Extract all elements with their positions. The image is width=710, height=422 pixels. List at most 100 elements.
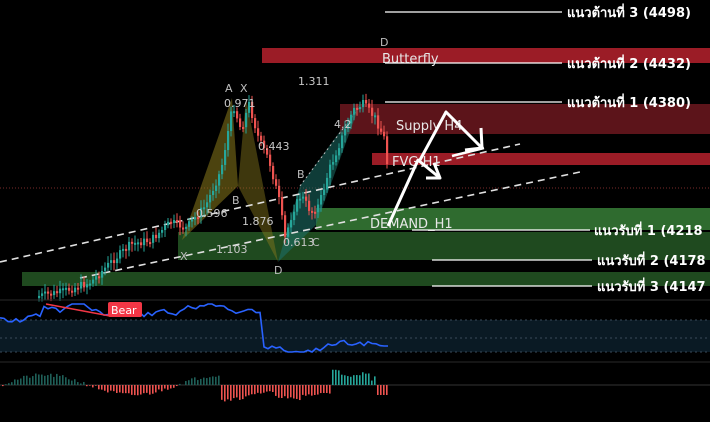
candle[interactable] (83, 281, 86, 288)
candle[interactable] (167, 221, 170, 226)
candle[interactable] (248, 101, 251, 113)
candle[interactable] (344, 128, 347, 136)
candle[interactable] (323, 189, 326, 195)
candle[interactable] (341, 135, 344, 149)
candle[interactable] (257, 128, 260, 136)
candle[interactable] (47, 291, 50, 294)
candle[interactable] (179, 220, 182, 228)
candle[interactable] (137, 242, 140, 245)
supply-h4-zone[interactable] (340, 104, 710, 134)
candle[interactable] (239, 118, 242, 127)
candle[interactable] (110, 260, 113, 263)
candle[interactable] (89, 283, 92, 286)
candle[interactable] (92, 279, 95, 284)
candle[interactable] (146, 238, 149, 243)
candle[interactable] (377, 115, 380, 129)
candle[interactable] (86, 284, 89, 288)
candle[interactable] (131, 241, 134, 244)
candle[interactable] (227, 131, 230, 151)
candle[interactable] (155, 234, 158, 239)
candle[interactable] (149, 242, 152, 245)
candle[interactable] (176, 220, 179, 223)
candle[interactable] (215, 185, 218, 191)
candle[interactable] (71, 290, 74, 293)
candle[interactable] (254, 118, 257, 129)
support-zone-3[interactable] (22, 272, 710, 286)
candle[interactable] (245, 112, 248, 128)
candle[interactable] (185, 226, 188, 229)
rsi-line[interactable] (0, 303, 388, 353)
candle[interactable] (302, 196, 305, 199)
candle[interactable] (68, 287, 71, 291)
candle[interactable] (290, 220, 293, 228)
candle[interactable] (164, 225, 167, 231)
candle[interactable] (275, 179, 278, 186)
candle[interactable] (326, 177, 329, 190)
candle[interactable] (380, 128, 383, 132)
candle[interactable] (263, 140, 266, 149)
candle[interactable] (113, 260, 116, 264)
candle[interactable] (50, 293, 53, 296)
candle[interactable] (104, 267, 107, 271)
candle[interactable] (191, 219, 194, 222)
candle[interactable] (41, 293, 44, 296)
candle[interactable] (365, 100, 368, 104)
candle[interactable] (284, 215, 287, 237)
candle[interactable] (203, 207, 206, 210)
candle[interactable] (143, 238, 146, 246)
candle[interactable] (122, 248, 125, 251)
candle[interactable] (206, 202, 209, 208)
candle[interactable] (74, 287, 77, 293)
candle[interactable] (200, 207, 203, 218)
candle[interactable] (281, 197, 284, 216)
candle[interactable] (62, 288, 65, 291)
candle[interactable] (353, 107, 356, 115)
candle[interactable] (53, 291, 56, 296)
candle[interactable] (119, 250, 122, 259)
candle[interactable] (347, 123, 350, 129)
candle[interactable] (134, 242, 137, 245)
candle[interactable] (116, 258, 119, 264)
candle[interactable] (107, 262, 110, 268)
candle[interactable] (332, 162, 335, 165)
candle[interactable] (197, 217, 200, 220)
candle[interactable] (338, 148, 341, 156)
candle[interactable] (236, 111, 239, 119)
candles[interactable] (38, 93, 389, 302)
candle[interactable] (299, 198, 302, 201)
candle[interactable] (173, 220, 176, 223)
support-zone-2[interactable] (178, 232, 710, 260)
candle[interactable] (230, 111, 233, 132)
candle[interactable] (188, 221, 191, 227)
candle[interactable] (98, 276, 101, 279)
candle[interactable] (152, 234, 155, 243)
candle[interactable] (56, 291, 59, 294)
candle[interactable] (314, 211, 317, 214)
candle[interactable] (374, 115, 377, 118)
butterfly-zone[interactable] (262, 48, 710, 63)
candle[interactable] (44, 291, 47, 294)
candle[interactable] (194, 217, 197, 220)
candle[interactable] (383, 131, 386, 137)
candle[interactable] (128, 241, 131, 251)
candle[interactable] (77, 287, 80, 290)
candle[interactable] (209, 194, 212, 203)
candle[interactable] (350, 114, 353, 124)
candle[interactable] (329, 164, 332, 178)
candle[interactable] (359, 107, 362, 110)
demand-h1-zone[interactable] (316, 208, 710, 230)
candle[interactable] (242, 126, 245, 129)
candle[interactable] (317, 204, 320, 213)
candle[interactable] (308, 200, 311, 211)
candle[interactable] (233, 111, 236, 114)
candle[interactable] (212, 190, 215, 195)
candle[interactable] (125, 248, 128, 251)
candle[interactable] (278, 185, 281, 198)
candle[interactable] (356, 107, 359, 110)
candle[interactable] (182, 227, 185, 230)
candle[interactable] (161, 230, 164, 233)
candle[interactable] (170, 221, 173, 224)
candle[interactable] (38, 295, 41, 298)
candle[interactable] (65, 287, 68, 290)
